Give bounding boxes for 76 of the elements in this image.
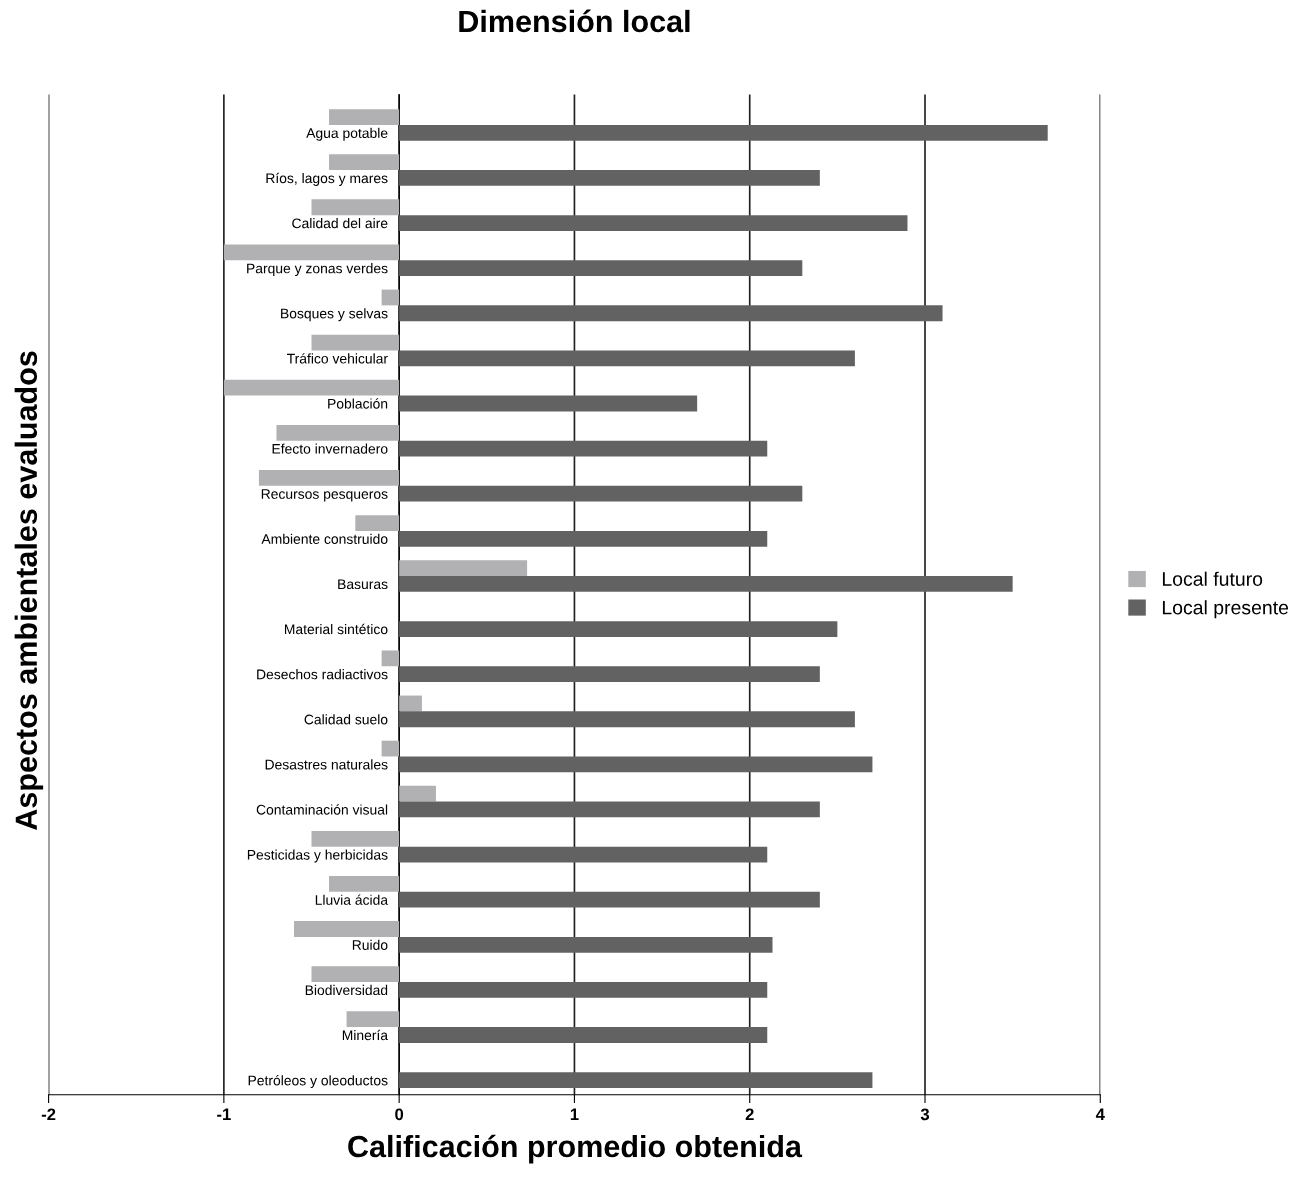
y-tick-label: Recursos pesqueros [261, 489, 388, 502]
bar [399, 440, 768, 457]
x-axis-title: Calificación promedio obtenida [348, 1134, 803, 1164]
x-tick-label: -1 [217, 1108, 231, 1121]
y-tick-label: Calidad suelo [304, 714, 388, 725]
bar [399, 1027, 768, 1043]
y-tick-label: Bosques y selvas [281, 308, 388, 322]
y-tick-label: Minería [342, 1029, 389, 1041]
x-tick-label: 1 [570, 1108, 579, 1121]
legend-label: Local presente [1162, 600, 1289, 619]
bar [399, 170, 820, 186]
bar [399, 1072, 873, 1089]
legend-label: Local futuro [1162, 571, 1263, 586]
bar [346, 1011, 400, 1028]
bar [399, 215, 908, 231]
x-tick-label: 0 [395, 1108, 404, 1121]
chart-title: Dimensión local [459, 9, 690, 33]
x-tick-label: 2 [745, 1108, 754, 1121]
bar [399, 666, 820, 683]
x-tick-label: 3 [920, 1108, 930, 1121]
bar [399, 305, 943, 322]
bar [399, 560, 528, 577]
y-tick-label: Lluvia ácida [315, 894, 389, 905]
bar [399, 395, 698, 412]
bar [399, 124, 1048, 141]
y-tick-label: Tráfico vehicular [286, 353, 388, 364]
y-tick-label: Contaminación visual [256, 804, 388, 815]
bar [399, 801, 820, 818]
y-tick-label: Parque y zonas verdes [247, 263, 388, 277]
bar [399, 982, 768, 998]
bar [399, 891, 820, 908]
y-axis-title: Aspectos ambientales evaluados [14, 351, 44, 831]
bar [258, 470, 400, 486]
y-tick-label: Desastres naturales [265, 759, 388, 770]
y-tick-label: Efecto invernadero [272, 443, 388, 454]
y-tick-label: Basuras [338, 579, 388, 590]
bar [311, 830, 400, 847]
bar [399, 846, 768, 863]
bar [399, 530, 768, 547]
bar [381, 289, 400, 306]
bar [399, 576, 1013, 592]
bar [399, 260, 803, 277]
bar [311, 966, 400, 983]
bar [399, 485, 803, 502]
bar [399, 785, 436, 802]
x-tick-label: 4 [1095, 1108, 1105, 1121]
bar [355, 515, 400, 531]
y-tick-label: Ríos, lagos y mares [266, 172, 388, 186]
bar [276, 424, 400, 441]
bar [223, 379, 400, 396]
y-tick-label: Pesticidas y herbicidas [247, 849, 388, 863]
y-tick-label: Ruido [352, 939, 388, 950]
y-tick-label: Agua potable [306, 127, 388, 141]
y-tick-label: Petróleos y oleoductos [248, 1075, 388, 1089]
y-tick-label: Población [328, 398, 388, 409]
y-tick-label: Material sintético [284, 623, 388, 635]
bar [329, 109, 400, 125]
bar [381, 740, 400, 757]
y-tick-label: Desechos radiactivos [257, 669, 388, 680]
bar [381, 650, 400, 667]
bar [399, 695, 422, 712]
bar [399, 936, 773, 953]
bar [399, 621, 838, 637]
bar [311, 199, 400, 216]
bar [329, 154, 400, 171]
bar [399, 756, 873, 773]
y-tick-label: Calidad del aire [292, 218, 388, 229]
bar [399, 711, 855, 728]
bar [293, 921, 400, 937]
bar [223, 244, 400, 261]
x-tick-label: -2 [41, 1108, 56, 1121]
bar [329, 876, 400, 892]
y-tick-label: Ambiente construido [261, 533, 388, 544]
bar [311, 334, 400, 351]
y-tick-label: Biodiversidad [305, 984, 388, 996]
bar [399, 350, 855, 367]
